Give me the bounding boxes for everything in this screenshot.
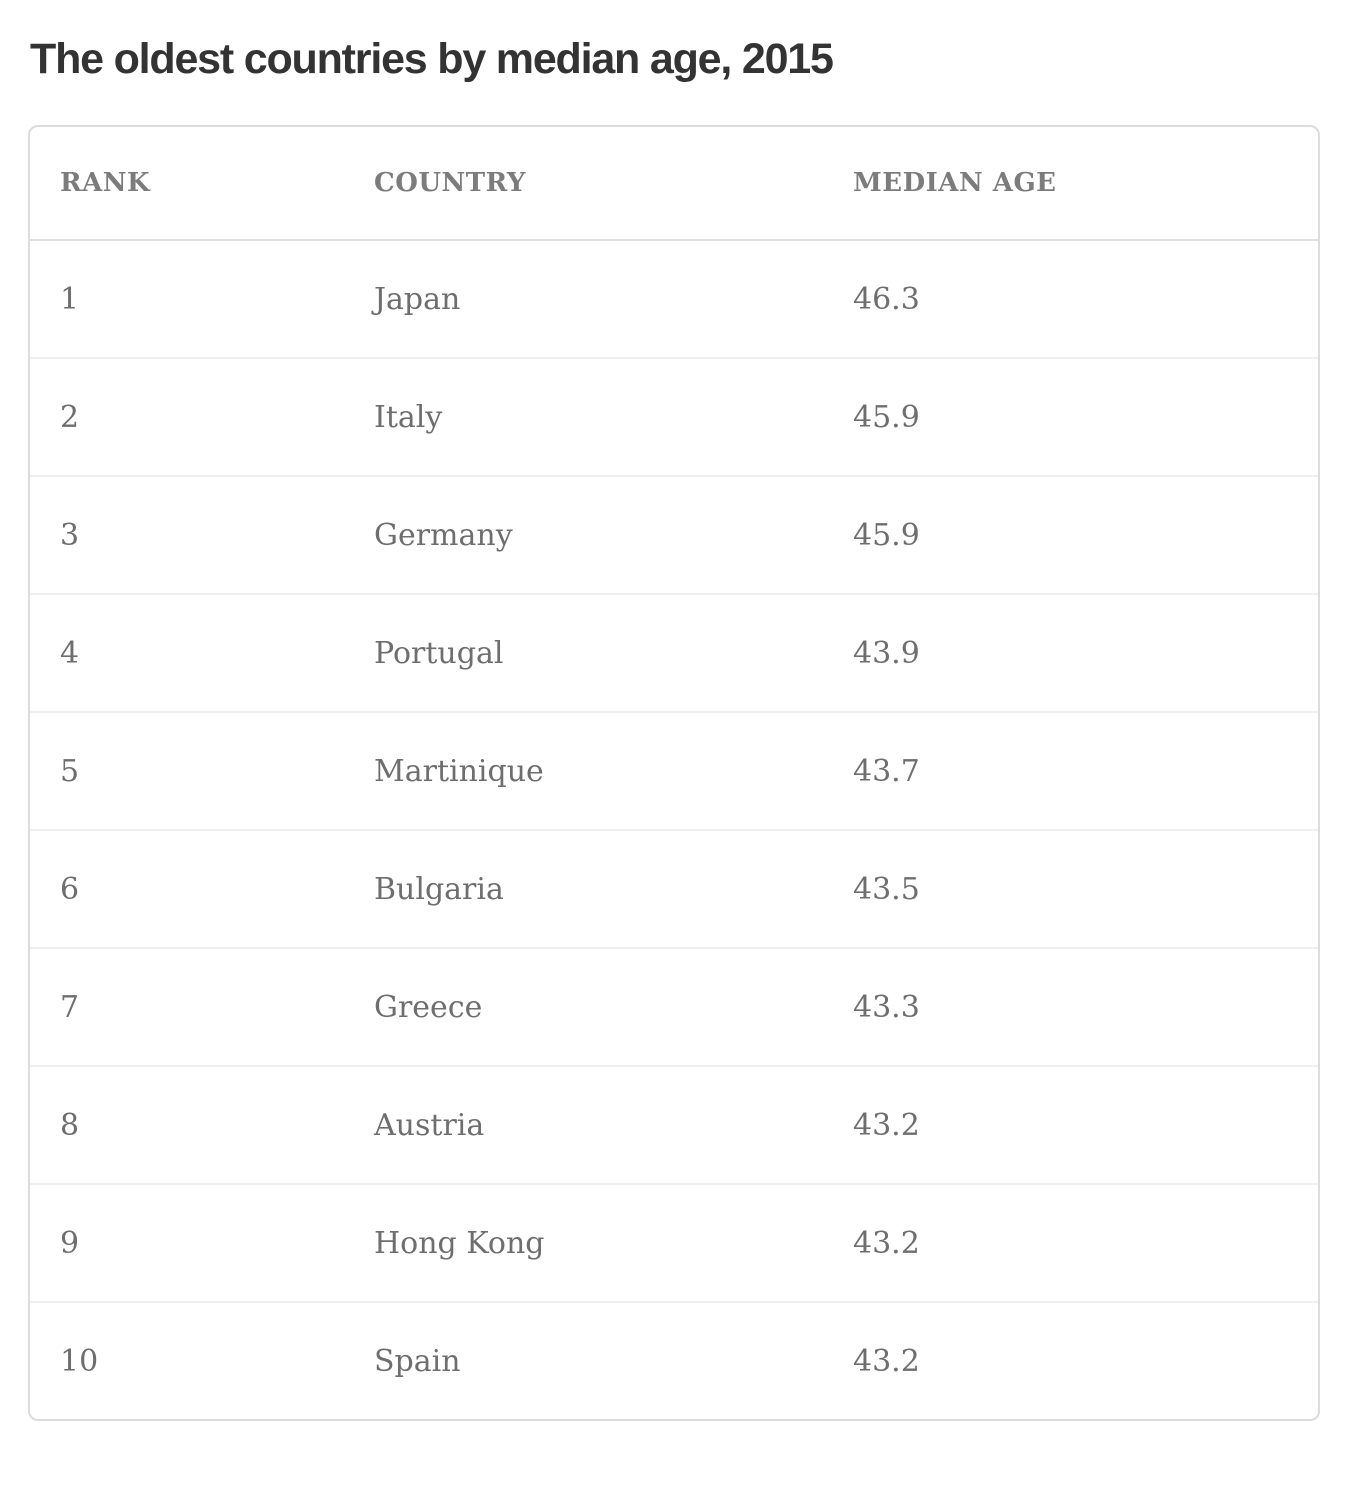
country-cell: Greece	[374, 947, 853, 1067]
country-cell: Hong Kong	[374, 1183, 853, 1303]
table-row: 10 Spain 43.2	[30, 1301, 1318, 1420]
median-age-cell: 43.2	[853, 1065, 1318, 1185]
rank-cell: 1	[30, 239, 374, 359]
country-cell: Austria	[374, 1065, 853, 1185]
column-header-median-age: MEDIAN AGE	[853, 168, 1057, 199]
table-row: 1 Japan 46.3	[30, 239, 1318, 359]
median-age-cell: 43.3	[853, 947, 1318, 1067]
median-age-cell: 45.9	[853, 357, 1318, 477]
table-row: 2 Italy 45.9	[30, 357, 1318, 477]
rank-cell: 8	[30, 1065, 374, 1185]
country-cell: Italy	[374, 357, 853, 477]
median-age-cell: 43.2	[853, 1301, 1318, 1420]
rank-cell: 10	[30, 1301, 374, 1420]
rank-cell: 9	[30, 1183, 374, 1303]
table-row: 4 Portugal 43.9	[30, 593, 1318, 713]
page-title: The oldest countries by median age, 2015	[30, 35, 834, 83]
rank-cell: 7	[30, 947, 374, 1067]
table-row: 6 Bulgaria 43.5	[30, 829, 1318, 949]
median-age-cell: 43.9	[853, 593, 1318, 713]
country-cell: Portugal	[374, 593, 853, 713]
table-row: 9 Hong Kong 43.2	[30, 1183, 1318, 1303]
median-age-cell: 46.3	[853, 239, 1318, 359]
rank-cell: 4	[30, 593, 374, 713]
table-body: 1 Japan 46.3 2 Italy 45.9 3 Germany 45.9 4 Portuga…	[30, 239, 1318, 1420]
median-age-cell: 43.2	[853, 1183, 1318, 1303]
rank-cell: 3	[30, 475, 374, 595]
median-age-cell: 43.5	[853, 829, 1318, 949]
table-row: 3 Germany 45.9	[30, 475, 1318, 595]
median-age-table: RANK COUNTRY MEDIAN AGE 1 Japan 46.3 2 Italy…	[30, 127, 1318, 1420]
median-age-cell: 43.7	[853, 711, 1318, 831]
country-cell: Germany	[374, 475, 853, 595]
country-cell: Martinique	[374, 711, 853, 831]
table-row: 7 Greece 43.3	[30, 947, 1318, 1067]
country-cell: Japan	[374, 239, 853, 359]
country-cell: Spain	[374, 1301, 853, 1420]
table-row: 8 Austria 43.2	[30, 1065, 1318, 1185]
table-row: 5 Martinique 43.7	[30, 711, 1318, 831]
country-cell: Bulgaria	[374, 829, 853, 949]
table-header: RANK COUNTRY MEDIAN AGE	[30, 127, 1318, 240]
column-header-country: COUNTRY	[374, 168, 526, 199]
table-card: RANK COUNTRY MEDIAN AGE 1 Japan 46.3 2 Italy…	[28, 125, 1320, 1422]
rank-cell: 6	[30, 829, 374, 949]
column-header-rank: RANK	[60, 168, 151, 199]
rank-cell: 5	[30, 711, 374, 831]
median-age-cell: 45.9	[853, 475, 1318, 595]
table-header-row: RANK COUNTRY MEDIAN AGE	[30, 127, 1318, 240]
rank-cell: 2	[30, 357, 374, 477]
